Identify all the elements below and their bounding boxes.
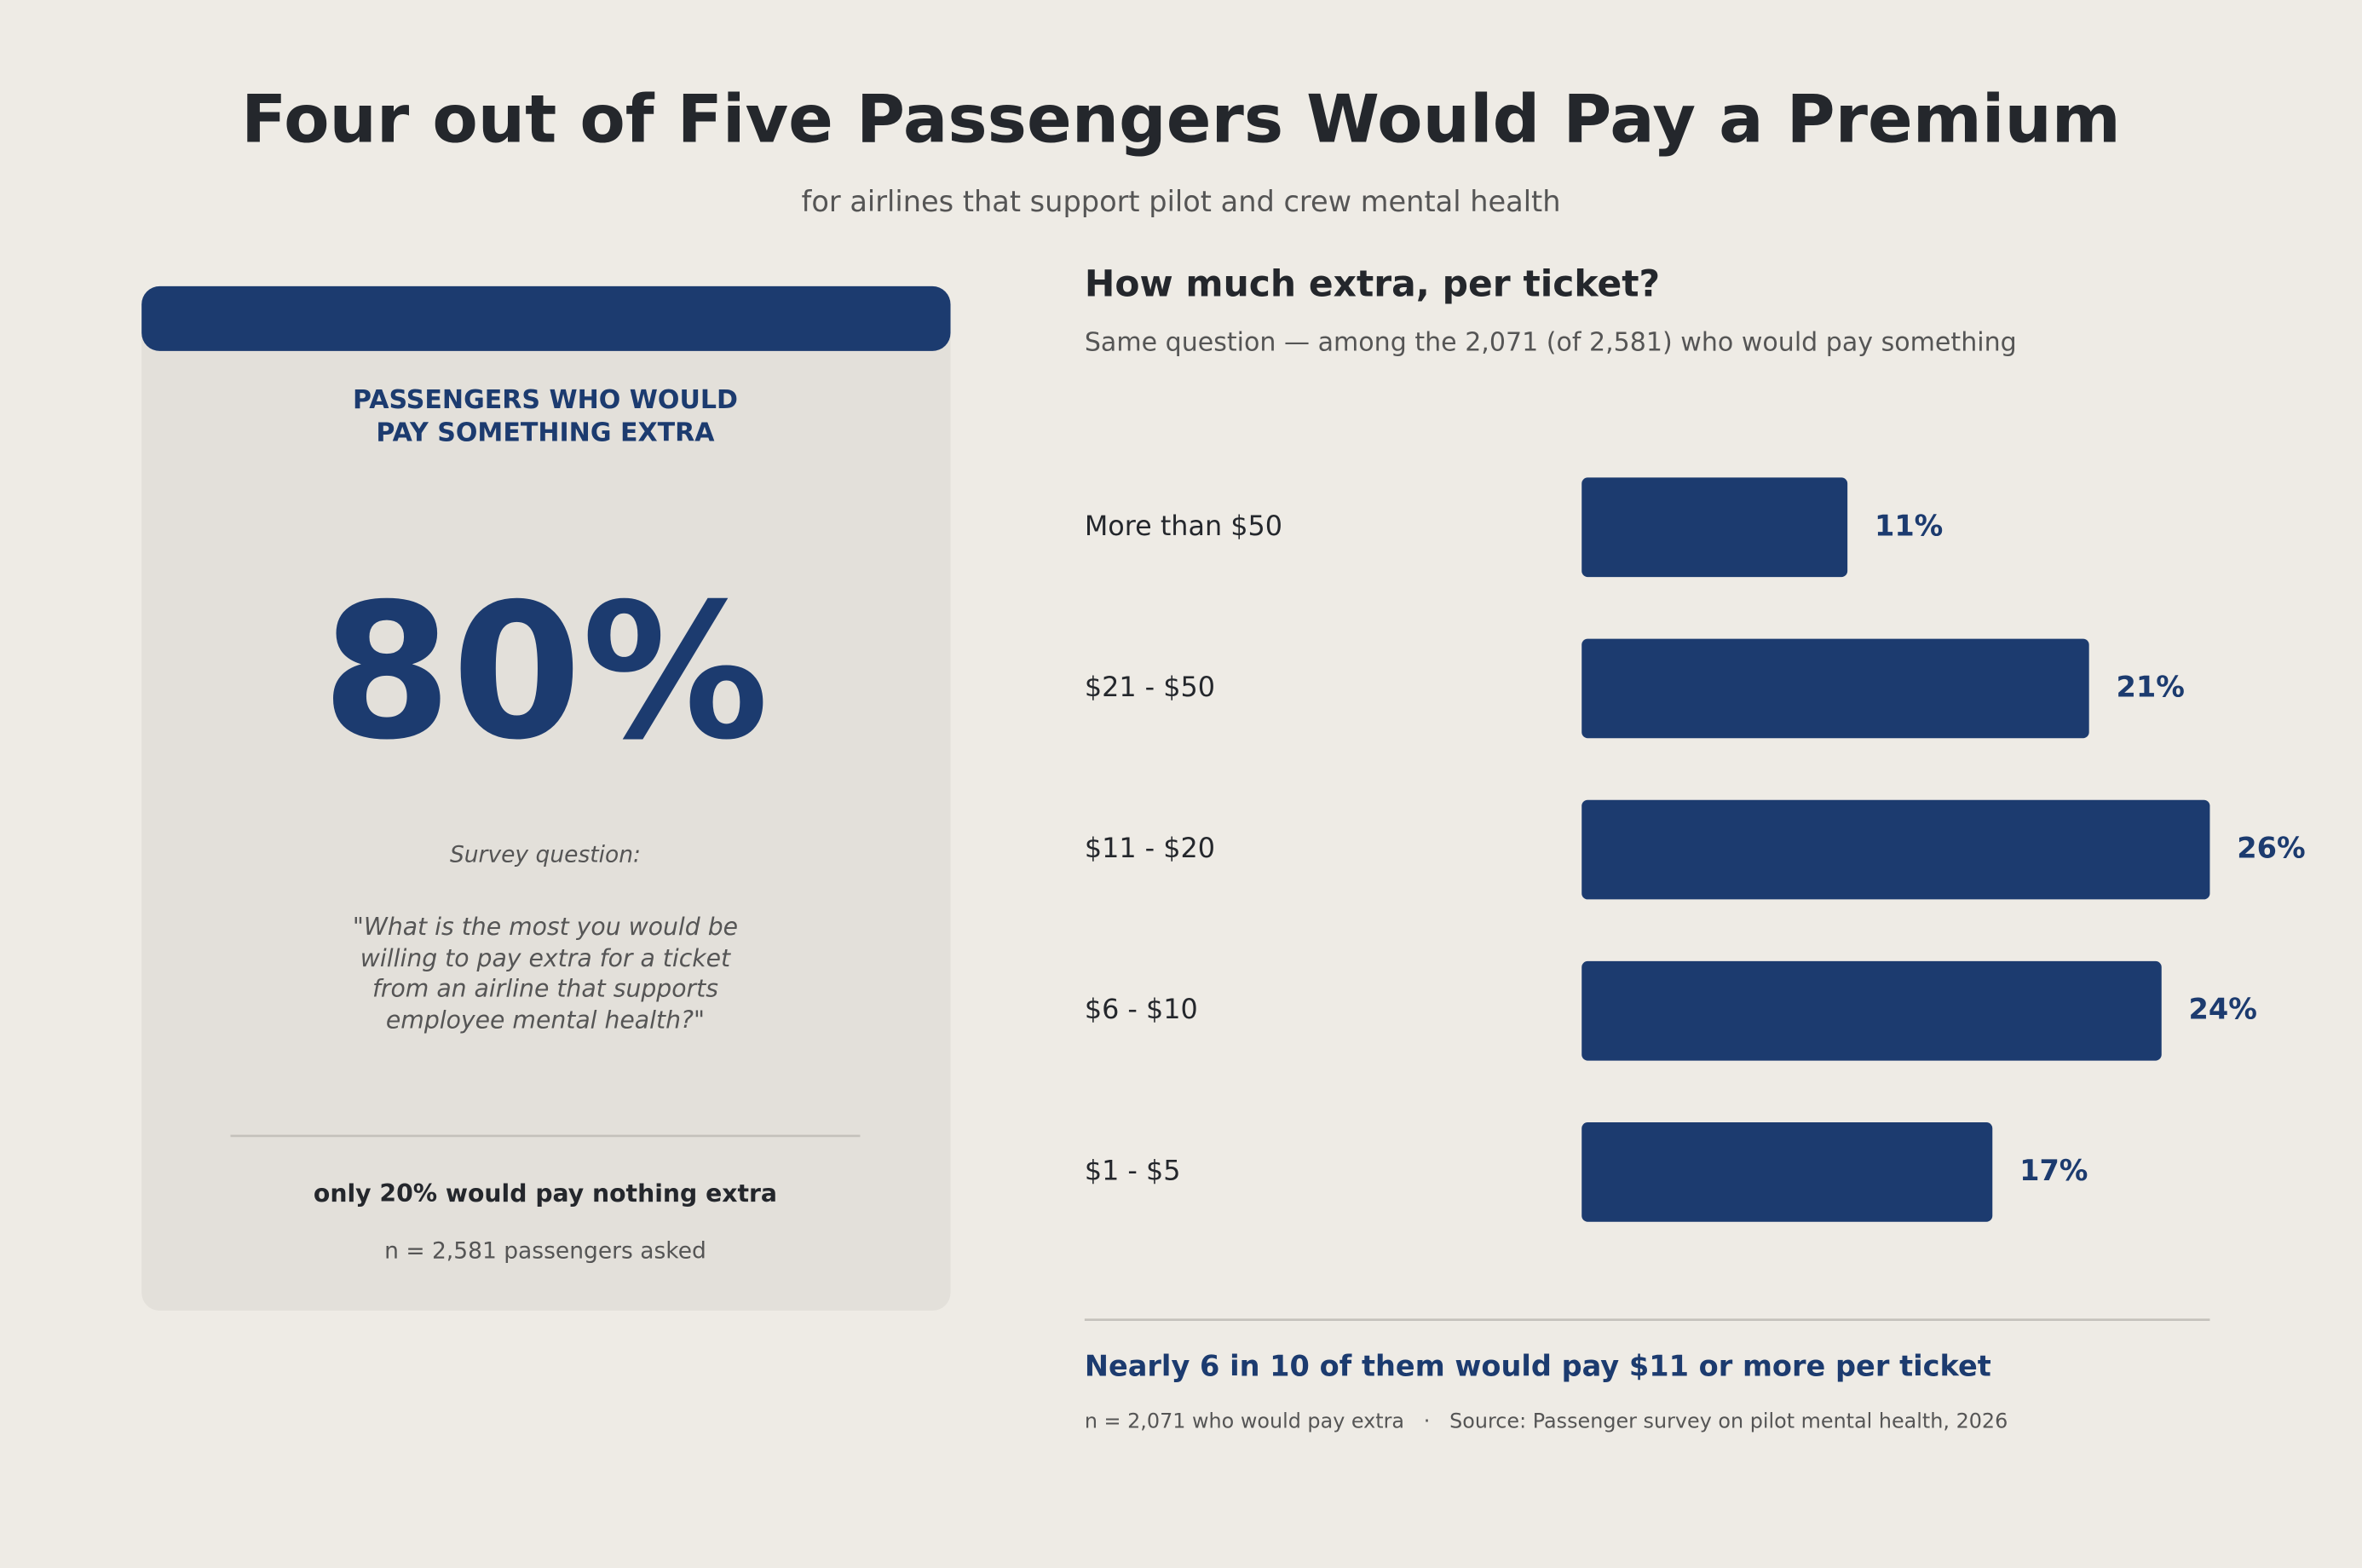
bar	[1581, 960, 2162, 1061]
source: n = 2,071 who would pay extra · Source: …	[1085, 1409, 2008, 1433]
question: willing to pay extra for a ticket	[360, 944, 731, 972]
bar	[1581, 477, 1848, 578]
value-label: 17%	[2019, 1154, 2088, 1187]
chart-subtitle: Same question — among the 2,071 (of 2,58…	[1085, 328, 2017, 358]
category-label: More than $50	[1085, 510, 1282, 542]
question: "What is the most you would be	[353, 913, 738, 941]
question: employee mental health?"	[386, 1006, 705, 1035]
title: Four out of Five Passengers Would Pay a …	[241, 81, 2121, 158]
category-label: $6 - $10	[1085, 993, 1198, 1025]
value-label: 21%	[2116, 670, 2184, 703]
category-label: $21 - $50	[1085, 671, 1215, 703]
annotation: Nearly 6 in 10 of them would pay $11 or …	[1085, 1350, 1991, 1383]
card-footnote: only 20% would pay nothing extra	[314, 1179, 777, 1208]
category-label: $1 - $5	[1085, 1154, 1181, 1186]
subtitle: for airlines that support pilot and crew…	[802, 185, 1561, 218]
card-heading: PAY SOMETHING EXTRA	[376, 418, 715, 448]
category-label: $11 - $20	[1085, 832, 1215, 864]
bar	[1581, 638, 2089, 739]
card-band	[141, 285, 951, 351]
value-label: 11%	[1875, 509, 1943, 542]
value-label: 26%	[2237, 832, 2305, 865]
bar	[1581, 799, 2210, 900]
card-sample: n = 2,581 passengers asked	[384, 1238, 706, 1265]
stat: 80%	[322, 563, 769, 781]
question: from an airline that supports	[372, 974, 718, 1002]
question-label: Survey question:	[450, 842, 641, 868]
chart-title: How much extra, per ticket?	[1085, 263, 1660, 305]
card-heading: PASSENGERS WHO WOULD	[353, 385, 738, 415]
card	[141, 285, 951, 1311]
value-label: 24%	[2189, 993, 2257, 1026]
bar	[1581, 1122, 1993, 1222]
